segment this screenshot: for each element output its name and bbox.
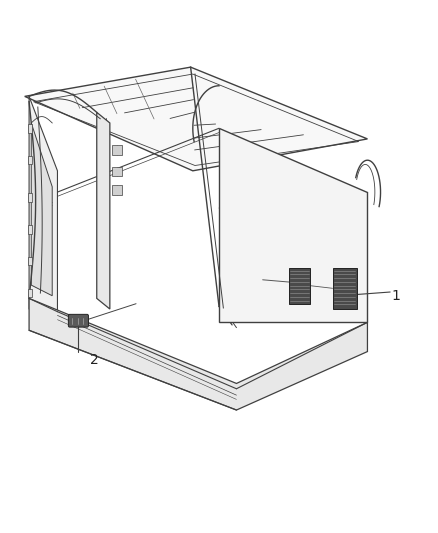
Bar (112, 185, 122, 195)
Polygon shape (219, 128, 367, 322)
Bar (28, 257, 32, 265)
Polygon shape (332, 268, 357, 309)
Bar (28, 193, 32, 201)
Polygon shape (289, 268, 310, 304)
Polygon shape (29, 298, 367, 410)
FancyBboxPatch shape (68, 314, 88, 327)
Bar (28, 289, 32, 297)
Bar (28, 156, 32, 165)
Bar (28, 124, 32, 133)
Bar (28, 225, 32, 233)
Polygon shape (25, 67, 367, 171)
Bar (112, 166, 122, 176)
Polygon shape (97, 112, 110, 309)
Text: 1: 1 (392, 289, 400, 303)
Bar (112, 146, 122, 155)
Text: 2: 2 (90, 352, 99, 367)
Polygon shape (29, 96, 57, 330)
Polygon shape (31, 123, 52, 296)
